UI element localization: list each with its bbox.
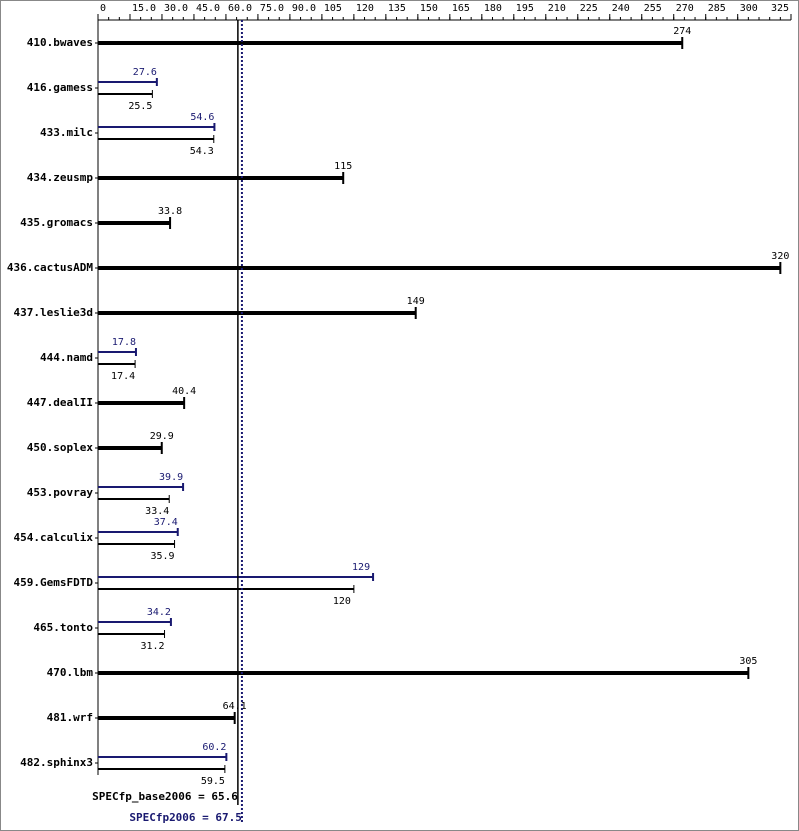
category-label: 454.calculix xyxy=(14,531,94,544)
x-tick-label: 285 xyxy=(708,3,726,14)
category-label: 447.dealII xyxy=(27,396,93,409)
category-label: 410.bwaves xyxy=(27,36,93,49)
peak-bar xyxy=(98,756,227,758)
peak-bar xyxy=(98,126,215,128)
peak-bar xyxy=(98,486,184,488)
base-bar xyxy=(98,498,170,500)
value-label: 17.4 xyxy=(111,371,135,382)
category-label: 437.leslie3d xyxy=(14,306,93,319)
x-tick-label: 105 xyxy=(324,3,342,14)
base-bar xyxy=(98,363,136,365)
peak-bar xyxy=(98,81,157,83)
value-label: 320 xyxy=(771,251,789,262)
category-label: 481.wrf xyxy=(47,711,93,724)
base-bar xyxy=(98,633,165,635)
x-tick-label: 75.0 xyxy=(260,3,284,14)
value-label: 33.4 xyxy=(145,506,169,517)
value-label: 149 xyxy=(407,296,425,307)
peak-bar xyxy=(98,621,171,623)
category-label: 433.milc xyxy=(40,126,93,139)
value-label: 60.2 xyxy=(202,742,226,753)
bar xyxy=(98,716,235,720)
x-tick-label: 180 xyxy=(484,3,502,14)
category-label: 470.lbm xyxy=(47,666,94,679)
bar xyxy=(98,266,781,270)
value-label: 40.4 xyxy=(172,386,196,397)
bar xyxy=(98,176,344,180)
peak-bar xyxy=(98,351,136,353)
value-label: 35.9 xyxy=(151,551,175,562)
x-tick-label: 325 xyxy=(771,3,789,14)
value-label: 37.4 xyxy=(154,517,178,528)
category-label: 416.gamess xyxy=(27,81,93,94)
value-label: 29.9 xyxy=(150,431,174,442)
bar xyxy=(98,41,683,45)
category-label: 465.tonto xyxy=(33,621,93,634)
value-label: 64.1 xyxy=(223,701,247,712)
peak-bar xyxy=(98,531,178,533)
reference-label: SPECfp2006 = 67.5 xyxy=(129,811,242,824)
category-label: 459.GemsFDTD xyxy=(14,576,94,589)
base-bar xyxy=(98,543,175,545)
x-tick-label: 0 xyxy=(100,3,106,14)
bar xyxy=(98,446,162,450)
base-bar xyxy=(98,93,153,95)
x-tick-label: 120 xyxy=(356,3,374,14)
reference-label: SPECfp_base2006 = 65.6 xyxy=(92,790,238,803)
value-label: 59.5 xyxy=(201,776,225,787)
base-bar xyxy=(98,588,354,590)
peak-bar xyxy=(98,576,374,578)
bar xyxy=(98,401,185,405)
value-label: 17.8 xyxy=(112,337,136,348)
x-tick-label: 30.0 xyxy=(164,3,188,14)
bar xyxy=(98,221,171,225)
x-tick-label: 90.0 xyxy=(292,3,316,14)
value-label: 31.2 xyxy=(140,641,164,652)
x-tick-label: 45.0 xyxy=(196,3,220,14)
category-label: 453.povray xyxy=(27,486,94,499)
value-label: 54.3 xyxy=(190,146,214,157)
value-label: 305 xyxy=(739,656,757,667)
value-label: 33.8 xyxy=(158,206,182,217)
value-label: 115 xyxy=(334,161,352,172)
x-tick-label: 255 xyxy=(644,3,662,14)
category-label: 435.gromacs xyxy=(20,216,93,229)
value-label: 274 xyxy=(673,26,691,37)
category-label: 434.zeusmp xyxy=(27,171,94,184)
x-tick-label: 300 xyxy=(740,3,758,14)
value-label: 39.9 xyxy=(159,472,183,483)
base-bar xyxy=(98,768,225,770)
base-bar xyxy=(98,138,214,140)
x-tick-label: 210 xyxy=(548,3,566,14)
x-tick-label: 60.0 xyxy=(228,3,252,14)
x-tick-label: 225 xyxy=(580,3,598,14)
x-tick-label: 195 xyxy=(516,3,534,14)
category-label: 482.sphinx3 xyxy=(20,756,93,769)
category-label: 450.soplex xyxy=(27,441,94,454)
value-label: 34.2 xyxy=(147,607,171,618)
value-label: 120 xyxy=(333,596,351,607)
value-label: 54.6 xyxy=(190,112,214,123)
bar xyxy=(98,671,749,675)
x-tick-label: 240 xyxy=(612,3,630,14)
value-label: 129 xyxy=(352,562,370,573)
x-tick-label: 150 xyxy=(420,3,438,14)
category-label: 436.cactusADM xyxy=(7,261,93,274)
x-tick-label: 270 xyxy=(676,3,694,14)
category-label: 444.namd xyxy=(40,351,93,364)
x-tick-label: 135 xyxy=(388,3,406,14)
x-tick-label: 165 xyxy=(452,3,470,14)
value-label: 25.5 xyxy=(128,101,152,112)
x-tick-label: 15.0 xyxy=(132,3,156,14)
bar xyxy=(98,311,416,315)
value-label: 27.6 xyxy=(133,67,157,78)
